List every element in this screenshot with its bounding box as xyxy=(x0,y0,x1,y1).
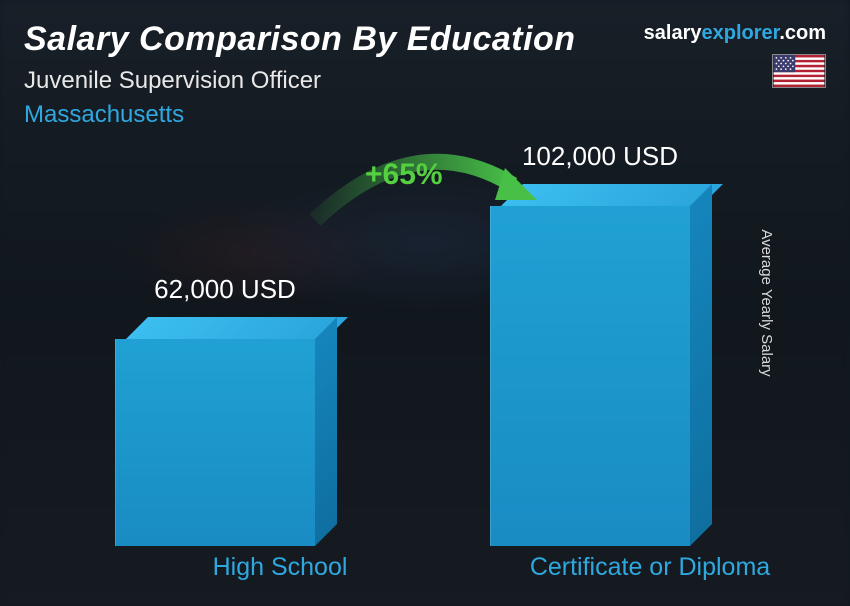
bar-label: Certificate or Diploma xyxy=(520,553,780,582)
flag-icon xyxy=(772,54,826,88)
page-location: Massachusetts xyxy=(24,101,826,129)
bar-front-face xyxy=(490,206,690,546)
brand-suffix: .com xyxy=(779,22,826,44)
bar-top-face xyxy=(126,317,348,339)
bar-front-face xyxy=(115,339,315,546)
brand-mid: explorer xyxy=(701,22,779,44)
bar-side-face xyxy=(690,184,712,546)
bar-label: High School xyxy=(150,553,410,582)
brand-logo: salaryexplorer.com xyxy=(644,22,826,45)
bar-side-face xyxy=(315,317,337,546)
bar-value: 62,000 USD xyxy=(95,274,355,305)
increase-badge: +65% xyxy=(365,158,443,192)
chart-area: +65% 62,000 USD High School 102,000 USD … xyxy=(60,150,770,586)
content-root: Salary Comparison By Education Juvenile … xyxy=(0,0,850,606)
brand-prefix: salary xyxy=(644,22,702,44)
page-subtitle: Juvenile Supervision Officer xyxy=(24,67,826,95)
